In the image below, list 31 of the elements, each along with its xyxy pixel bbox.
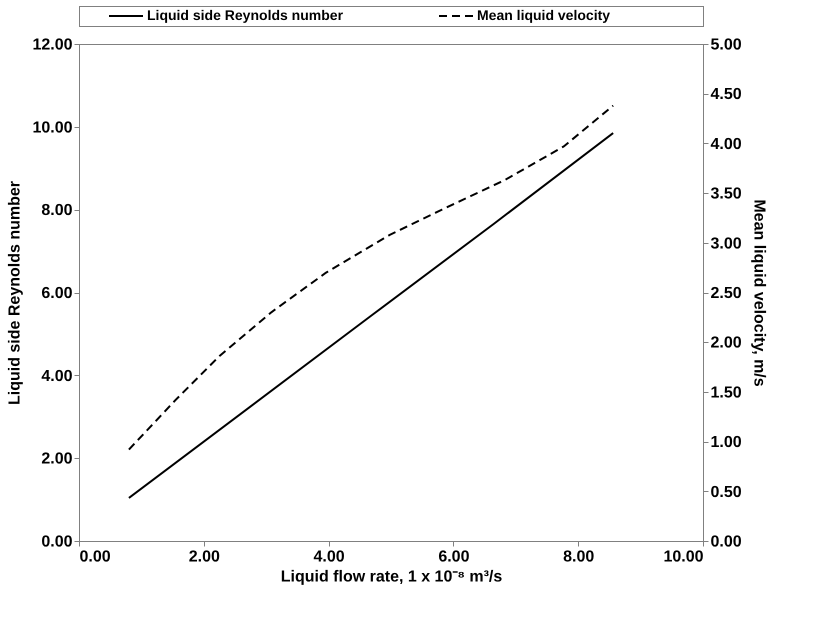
line-series xyxy=(128,132,614,499)
y-tick-label: 0.00 xyxy=(41,534,73,550)
x-tick-label: 2.00 xyxy=(188,548,220,566)
y2-tick-label: 0.50 xyxy=(710,484,742,501)
x-tick-label: 8.00 xyxy=(563,548,594,566)
y-tick-label: 10.00 xyxy=(32,119,73,136)
y-tick-label: 12.00 xyxy=(32,36,73,54)
x-tick-label: 10.00 xyxy=(663,548,704,566)
y-tick-label: 2.00 xyxy=(41,450,73,468)
y2-tick-label: 2.50 xyxy=(710,285,742,302)
x-tick-label: 4.00 xyxy=(314,548,345,566)
legend-label: Mean liquid velocity xyxy=(477,7,610,23)
y2-tick-label: 1.00 xyxy=(710,434,742,452)
y2-tick-label: 4.50 xyxy=(710,86,742,104)
y2-tick-label: 5.00 xyxy=(710,36,742,54)
y-tick-label: 8.00 xyxy=(41,202,73,220)
y2-tick-label: 3.00 xyxy=(710,235,742,252)
y-axis-title: Liquid side Reynolds number xyxy=(6,180,24,406)
x-tick-label: 0.00 xyxy=(80,548,111,566)
x-tick-label: 6.00 xyxy=(438,548,470,566)
y2-tick-label: 4.00 xyxy=(710,136,742,153)
y-tick-label: 4.00 xyxy=(41,368,73,385)
y-tick-label: 6.00 xyxy=(41,285,73,302)
y2-tick-label: 0.00 xyxy=(710,534,742,550)
y2-tick-label: 1.50 xyxy=(710,384,742,402)
x-axis-title: Liquid flow rate, 1 x 10⁻⁸ m³/s xyxy=(280,568,502,586)
y2-tick-label: 2.00 xyxy=(710,334,742,352)
y2-axis-title: Mean liquid velocity, m/s xyxy=(750,199,768,387)
line-series xyxy=(128,104,614,451)
y2-tick-label: 3.50 xyxy=(710,186,742,203)
legend-label: Liquid side Reynolds number xyxy=(147,7,344,23)
